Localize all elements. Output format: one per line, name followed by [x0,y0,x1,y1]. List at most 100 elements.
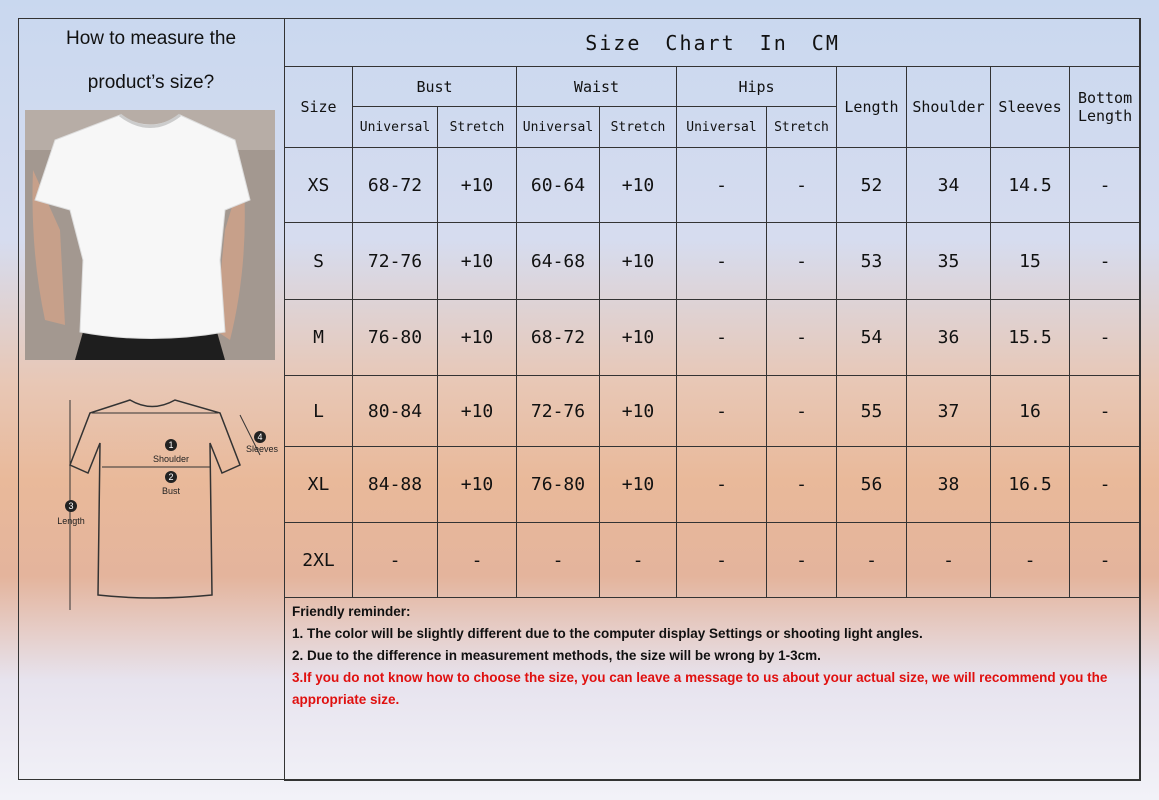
size-cell: - [676,147,767,223]
size-cell: 35 [906,222,991,300]
reminder-line-1: 1. The color will be slightly different … [292,626,923,641]
size-cell: - [906,522,991,598]
header-sleeves: Sleeves [990,66,1070,148]
label-bust: Bust [162,486,181,496]
reminder-heading: Friendly reminder: [292,604,411,619]
size-cell: 36 [906,299,991,376]
size-row: S 72-76 +10 64-68 +10- -53 35 15- [284,222,1142,300]
header-bottom-length: Bottom Length [1068,66,1142,148]
size-cell: - [676,446,767,523]
size-cell: 38 [906,446,991,523]
header-bust-stretch: Stretch [437,106,517,148]
size-row: M 76-80 +10 68-72 +10- -54 36 15.5- [284,299,1142,376]
size-row: L 80-84 +10 72-76 +10- -55 37 16- [284,375,1142,447]
size-cell: 76-80 [352,299,438,376]
label-shoulder: Shoulder [153,454,189,464]
size-cell: - [766,446,837,523]
size-cell: +10 [599,222,677,300]
header-waist-stretch: Stretch [599,106,677,148]
label-length: Length [57,516,85,526]
size-cell: - [1068,446,1142,523]
size-cell: 15 [990,222,1070,300]
size-cell: - [766,222,837,300]
size-row: XS 68-72 +10 60-64 +10- -52 34 14.5- [284,147,1142,223]
size-cell: L [284,375,353,447]
tshirt-measure-diagram: 1 Shoulder 2 Bust 3 Length 4 Sleeves [40,395,280,615]
size-cell: +10 [437,375,517,447]
size-cell: 55 [836,375,907,447]
size-cell: - [516,522,600,598]
size-cell: +10 [437,299,517,376]
size-cell: - [676,222,767,300]
size-cell: 68-72 [516,299,600,376]
size-cell: +10 [437,147,517,223]
guide-title-line2: product’s size? [87,72,215,93]
header-bust: Bust [352,66,517,107]
product-photo [25,110,275,360]
size-cell: +10 [437,446,517,523]
size-cell: 14.5 [990,147,1070,223]
size-cell: 2XL [284,522,353,598]
marker-1: 1 [168,440,173,450]
size-cell: M [284,299,353,376]
size-cell: +10 [599,299,677,376]
size-cell: 16.5 [990,446,1070,523]
size-cell: 84-88 [352,446,438,523]
header-hips-universal: Universal [676,106,767,148]
label-sleeves: Sleeves [246,444,279,454]
size-cell: 15.5 [990,299,1070,376]
size-cell: 16 [990,375,1070,447]
reminder-line-2: 2. Due to the difference in measurement … [292,648,821,663]
size-cell: 80-84 [352,375,438,447]
size-cell: - [676,375,767,447]
size-row: 2XL - - - - - - - - - - [284,522,1142,598]
guide-title-line1: How to measure the [65,28,237,49]
friendly-reminder: Friendly reminder: 1. The color will be … [283,597,1142,781]
size-chart-table: Size Chart In CM Size Bust Waist Hips Le… [283,18,1142,781]
size-cell: - [1068,375,1142,447]
header-bust-universal: Universal [352,106,438,148]
marker-3: 3 [68,501,73,511]
size-cell: +10 [599,446,677,523]
size-cell: 54 [836,299,907,376]
size-cell: - [676,522,767,598]
size-cell: - [766,375,837,447]
header-shoulder: Shoulder [906,66,991,148]
size-cell: - [990,522,1070,598]
size-cell: - [766,147,837,223]
header-hips: Hips [676,66,837,107]
size-cell: 72-76 [352,222,438,300]
size-cell: XL [284,446,353,523]
size-cell: - [836,522,907,598]
size-cell: +10 [599,147,677,223]
header-length: Length [836,66,907,148]
header-waist-universal: Universal [516,106,600,148]
header-size: Size [284,66,353,148]
size-cell: +10 [437,222,517,300]
size-cell: - [437,522,517,598]
size-cell: +10 [599,375,677,447]
size-cell: - [352,522,438,598]
size-cell: - [599,522,677,598]
size-cell: 76-80 [516,446,600,523]
size-cell: 37 [906,375,991,447]
reminder-line-3: 3.If you do not know how to choose the s… [292,670,1108,707]
size-cell: 52 [836,147,907,223]
size-cell: - [676,299,767,376]
chart-title: Size Chart In CM [283,18,1142,67]
header-waist: Waist [516,66,677,107]
size-cell: - [766,522,837,598]
size-cell: - [1068,522,1142,598]
size-cell: - [1068,299,1142,376]
size-cell: 60-64 [516,147,600,223]
marker-4: 4 [257,432,262,442]
size-row: XL 84-88 +10 76-80 +10- -56 38 16.5- [284,446,1142,523]
size-cell: - [766,299,837,376]
measure-guide: How to measure the product’s size? 1 Sho… [18,18,284,780]
size-cell: 53 [836,222,907,300]
size-cell: 72-76 [516,375,600,447]
size-cell: XS [284,147,353,223]
size-cell: 56 [836,446,907,523]
size-cell: - [1068,147,1142,223]
size-cell: 68-72 [352,147,438,223]
